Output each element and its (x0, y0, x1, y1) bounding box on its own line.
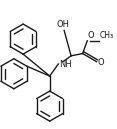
Text: NH: NH (60, 60, 72, 69)
Text: O: O (88, 31, 94, 40)
Text: O: O (97, 58, 104, 67)
Text: CH₃: CH₃ (99, 31, 113, 40)
Text: OH: OH (57, 20, 69, 29)
